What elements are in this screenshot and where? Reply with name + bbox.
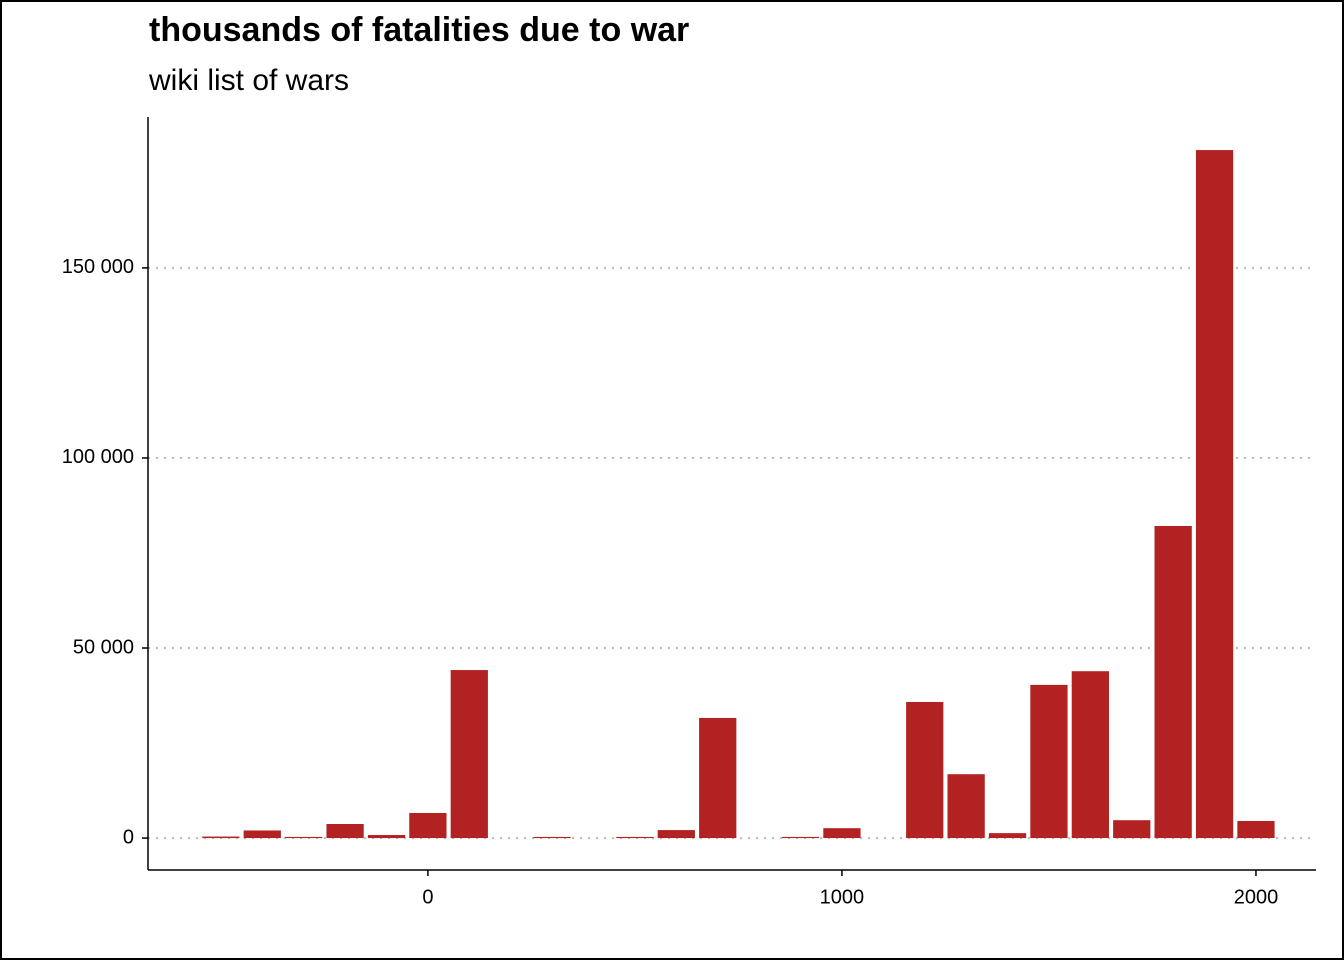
bar	[1113, 820, 1151, 839]
bar	[285, 836, 323, 839]
y-tick-label: 50 000	[73, 636, 134, 658]
bar	[533, 836, 571, 839]
bar	[450, 670, 488, 839]
bar	[988, 833, 1027, 839]
y-tick-label: 150 000	[62, 256, 134, 278]
bar	[781, 836, 820, 839]
bar	[243, 830, 281, 839]
x-tick-label: 2000	[1234, 886, 1279, 908]
bar	[1030, 684, 1068, 839]
y-tick-label: 100 000	[62, 446, 134, 468]
bar	[1195, 150, 1234, 839]
bar	[906, 701, 944, 839]
chart-title: thousands of fatalities due to war	[149, 11, 689, 49]
bar	[657, 830, 695, 839]
bar	[1154, 525, 1192, 839]
bar	[326, 824, 364, 839]
bar	[616, 836, 654, 839]
bar	[1071, 671, 1109, 839]
chart-subtitle: wiki list of wars	[148, 64, 349, 97]
bar	[202, 836, 240, 839]
bar	[409, 812, 447, 839]
bar	[1237, 820, 1275, 839]
bar	[823, 828, 861, 839]
x-tick-label: 1000	[820, 886, 865, 908]
bar	[699, 717, 737, 839]
x-tick-label: 0	[422, 886, 433, 908]
bar	[947, 774, 985, 839]
bar	[367, 835, 406, 839]
y-tick-label: 0	[123, 826, 134, 848]
